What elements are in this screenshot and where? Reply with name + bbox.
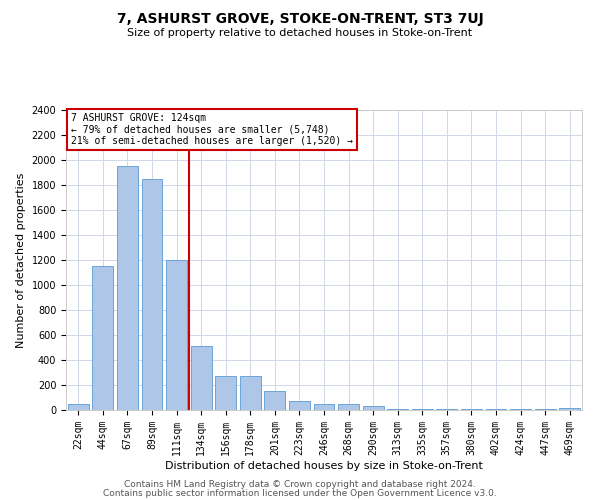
Bar: [362, 406, 383, 410]
Y-axis label: Number of detached properties: Number of detached properties: [16, 172, 26, 348]
Text: 7, ASHURST GROVE, STOKE-ON-TRENT, ST3 7UJ: 7, ASHURST GROVE, STOKE-ON-TRENT, ST3 7U…: [116, 12, 484, 26]
Bar: [412, 409, 433, 410]
Bar: [314, 404, 334, 410]
Bar: [215, 376, 236, 410]
Bar: [142, 179, 163, 410]
Text: Size of property relative to detached houses in Stoke-on-Trent: Size of property relative to detached ho…: [127, 28, 473, 38]
Bar: [191, 346, 212, 410]
X-axis label: Distribution of detached houses by size in Stoke-on-Trent: Distribution of detached houses by size …: [165, 460, 483, 470]
Text: Contains HM Land Registry data © Crown copyright and database right 2024.: Contains HM Land Registry data © Crown c…: [124, 480, 476, 489]
Bar: [265, 391, 286, 410]
Text: Contains public sector information licensed under the Open Government Licence v3: Contains public sector information licen…: [103, 488, 497, 498]
Bar: [92, 266, 113, 410]
Bar: [289, 401, 310, 410]
Bar: [117, 166, 138, 410]
Text: 7 ASHURST GROVE: 124sqm
← 79% of detached houses are smaller (5,748)
21% of semi: 7 ASHURST GROVE: 124sqm ← 79% of detache…: [71, 113, 353, 146]
Bar: [559, 408, 580, 410]
Bar: [240, 376, 261, 410]
Bar: [166, 260, 187, 410]
Bar: [387, 409, 408, 410]
Bar: [338, 404, 359, 410]
Bar: [68, 404, 89, 410]
